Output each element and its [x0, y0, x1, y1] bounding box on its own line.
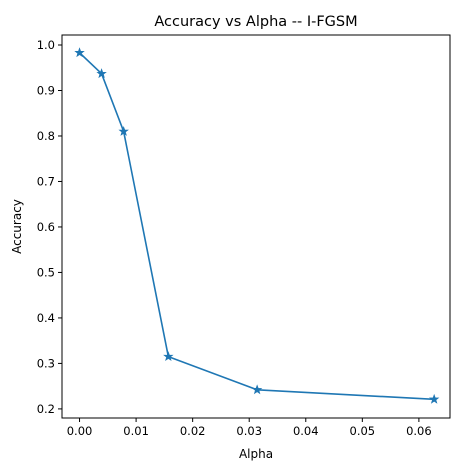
x-tick-label: 0.03 — [236, 424, 262, 438]
y-tick-label: 1.0 — [37, 38, 55, 52]
x-tick-label: 0.06 — [406, 424, 432, 438]
data-point-star — [118, 125, 129, 136]
x-tick-label: 0.00 — [67, 424, 93, 438]
data-point-star — [163, 351, 174, 362]
data-point-star — [251, 384, 263, 395]
x-axis-label: Alpha — [239, 447, 273, 461]
y-tick-label: 0.7 — [37, 174, 55, 188]
x-tick-label: 0.02 — [180, 424, 206, 438]
series-layer — [74, 47, 440, 404]
y-tick-label: 0.6 — [37, 220, 55, 234]
y-tick-label: 0.9 — [37, 83, 55, 97]
x-tick-label: 0.01 — [123, 424, 149, 438]
y-tick-label: 0.5 — [37, 265, 55, 279]
y-tick-label: 0.3 — [37, 356, 55, 370]
y-tick-label: 0.2 — [37, 402, 55, 416]
data-point-star — [96, 68, 107, 79]
data-point-star — [428, 393, 440, 404]
x-tick-label: 0.05 — [350, 424, 376, 438]
plot-frame — [61, 34, 451, 419]
y-tick-label: 0.8 — [37, 129, 55, 143]
chart-title: Accuracy vs Alpha -- I-FGSM — [154, 14, 357, 30]
y-tick-label: 0.4 — [37, 311, 55, 325]
x-tick-label: 0.04 — [293, 424, 319, 438]
x-axis-ticks: 0.00 0.01 0.02 0.03 0.04 0.05 0.06 — [67, 418, 432, 438]
series-line — [78, 52, 435, 401]
y-axis-ticks: 0.2 0.3 0.4 0.5 0.6 0.7 0.8 0.9 1.0 — [37, 38, 62, 416]
data-point-star — [74, 47, 85, 58]
y-axis-label: Accuracy — [10, 199, 24, 254]
